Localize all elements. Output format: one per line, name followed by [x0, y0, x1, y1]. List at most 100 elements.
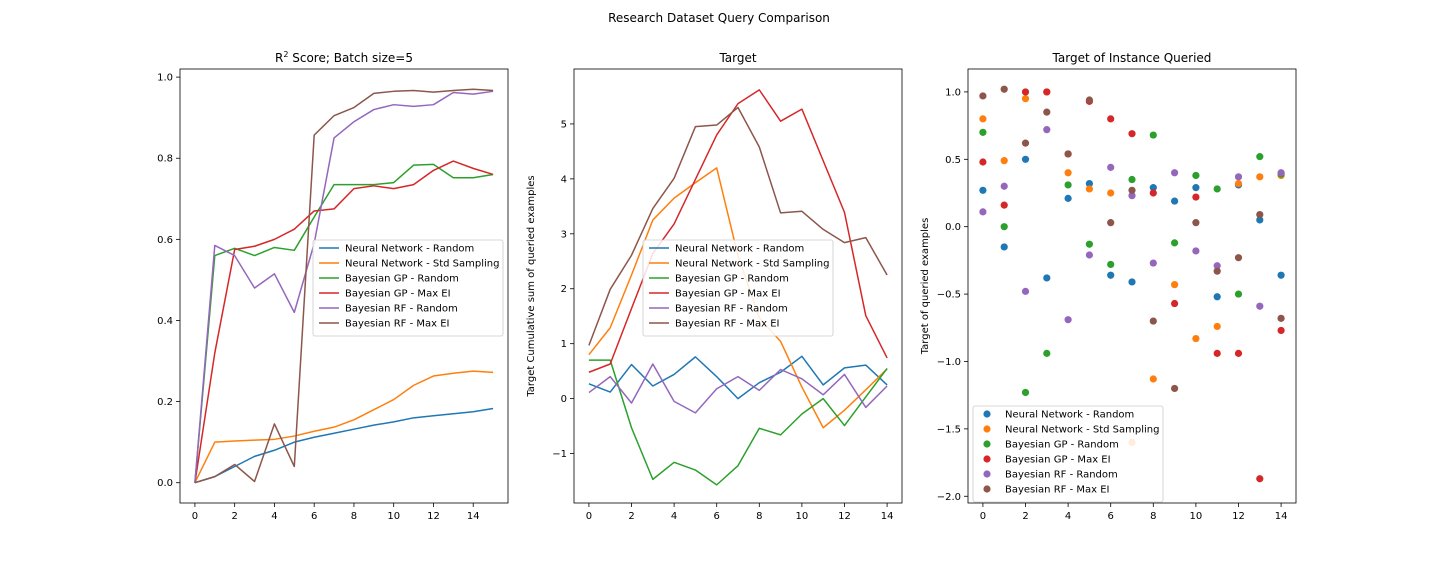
scatter-point-nn-std-sampling [1149, 375, 1157, 383]
scatter-point-nn-random [1000, 243, 1008, 251]
scatter-point-rf-max-ei [1000, 85, 1008, 93]
series-line-rf-max-ei [588, 106, 888, 346]
figure-suptitle: Research Dataset Query Comparison [608, 11, 830, 25]
series-line-nn-random [194, 407, 494, 484]
x-tick-label: 14 [881, 511, 894, 522]
plot-area [979, 85, 1285, 483]
x-tick-label: 12 [1232, 511, 1245, 522]
y-tick-label: 1.0 [157, 73, 173, 84]
x-tick-label: 4 [271, 511, 277, 522]
scatter-point-rf-max-ei [1256, 210, 1264, 219]
series-line-gp-max-ei [588, 89, 888, 373]
scatter-point-gp-random [1213, 185, 1221, 193]
y-tick-label: 0.2 [157, 397, 173, 408]
x-tick-label: 8 [756, 511, 762, 522]
legend-label-nn-random: Neural Network - Random [1005, 410, 1134, 421]
legend-swatch-rf-max-ei [983, 485, 991, 493]
legend: Neural Network - Random Neural Network - … [642, 239, 834, 337]
scatter-point-nn-std-sampling [1000, 157, 1008, 165]
legend-box [642, 239, 834, 337]
scatter-point-rf-max-ei [1043, 108, 1051, 116]
y-tick-label: 3 [561, 229, 567, 240]
scatter-point-rf-random [1064, 316, 1072, 324]
scatter-point-rf-random [1256, 302, 1264, 310]
panel-title: Target [718, 51, 756, 65]
legend-label-gp-random: Bayesian GP - Random [345, 274, 459, 285]
legend-label-rf-random: Bayesian RF - Random [675, 304, 788, 315]
y-axis-label: Target Cumulative sum of queried example… [526, 175, 537, 397]
legend-label-nn-random: Neural Network - Random [675, 244, 804, 255]
axes-frame [573, 68, 903, 504]
x-tick-label: 4 [1065, 511, 1071, 522]
y-tick-label: 1.0 [945, 87, 961, 98]
r2-score-panel: R2 Score; Batch size=50 2 4 6 8 10 12 140.00.20… [157, 50, 509, 522]
legend-label-gp-max-ei: Bayesian GP - Max EI [1005, 455, 1111, 466]
x-tick-label: 0 [980, 511, 986, 522]
scatter-point-nn-random [1043, 274, 1051, 282]
scatter-point-gp-random [1192, 171, 1200, 180]
legend-swatch-gp-max-ei [983, 455, 991, 463]
y-tick-label: −1.5 [937, 424, 961, 435]
y-tick-label: 5 [561, 119, 567, 130]
x-tick-label: 6 [1108, 511, 1114, 522]
scatter-point-gp-max-ei [1170, 299, 1179, 308]
scatter-point-gp-max-ei [1128, 130, 1136, 138]
scatter-point-rf-max-ei [1085, 96, 1094, 104]
scatter-point-nn-random [1213, 293, 1221, 301]
scatter-point-nn-std-sampling [1234, 179, 1243, 188]
scatter-point-rf-max-ei [1234, 254, 1243, 262]
legend-label-gp-random: Bayesian GP - Random [675, 274, 789, 285]
scatter-point-gp-random [1107, 260, 1115, 269]
x-tick-label: 6 [311, 511, 317, 522]
target-instance-panel: Target of Instance Queried Target of quer… [920, 51, 1297, 522]
scatter-point-gp-max-ei [1000, 201, 1008, 209]
scatter-point-rf-max-ei [1021, 139, 1030, 147]
series-line-gp-random [588, 359, 888, 486]
scatter-point-rf-random [1085, 251, 1094, 259]
scatter-point-gp-max-ei [1256, 475, 1264, 483]
scatter-point-nn-random [1170, 197, 1179, 205]
scatter-point-rf-random [1043, 126, 1051, 134]
scatter-point-gp-random [1043, 349, 1051, 357]
x-tick-label: 8 [1150, 511, 1156, 522]
y-tick-label: 0.4 [157, 316, 173, 327]
plot-area [588, 89, 888, 486]
y-tick-label: 0 [561, 394, 567, 405]
scatter-point-gp-max-ei [1234, 349, 1243, 357]
scatter-point-rf-random [1234, 173, 1243, 181]
scatter-point-rf-max-ei [1107, 219, 1115, 227]
scatter-point-gp-max-ei [1043, 88, 1051, 96]
y-tick-label: −1 [552, 449, 567, 460]
legend-label-rf-random: Bayesian RF - Random [345, 304, 458, 315]
scatter-point-gp-random [1000, 223, 1008, 231]
scatter-point-nn-std-sampling [1170, 281, 1179, 289]
scatter-point-rf-max-ei [1192, 219, 1200, 227]
series-line-rf-max-ei [194, 88, 494, 484]
scatter-point-gp-random [1128, 175, 1136, 184]
scatter-point-rf-random [1213, 262, 1221, 270]
scatter-point-nn-random [1192, 184, 1200, 192]
legend-label-rf-max-ei: Bayesian RF - Max EI [675, 319, 779, 330]
scatter-point-rf-max-ei [1149, 317, 1157, 325]
panel-title: Target of Instance Queried [1052, 51, 1212, 65]
scatter-point-nn-std-sampling [1192, 334, 1200, 343]
scatter-point-rf-random [1149, 259, 1157, 267]
x-tick-label: 12 [838, 511, 851, 522]
x-tick-label: 6 [714, 511, 720, 522]
scatter-point-nn-random [1107, 271, 1115, 279]
legend-box [972, 405, 1164, 503]
scatter-point-gp-max-ei [1277, 326, 1285, 335]
legend-box [312, 239, 504, 337]
y-tick-label: −1.0 [937, 357, 961, 368]
x-tick-label: 10 [387, 511, 400, 522]
scatter-point-gp-max-ei [1107, 115, 1115, 123]
y-tick-label: −2.0 [937, 492, 961, 503]
scatter-point-gp-max-ei [1021, 88, 1030, 96]
scatter-point-rf-max-ei [1213, 267, 1221, 275]
legend-label-nn-std-sampling: Neural Network - Std Sampling [345, 259, 500, 270]
x-tick-label: 14 [1275, 511, 1288, 522]
scatter-point-nn-random [1277, 271, 1285, 279]
scatter-point-nn-random [1149, 184, 1157, 192]
scatter-point-gp-random [1021, 388, 1030, 397]
